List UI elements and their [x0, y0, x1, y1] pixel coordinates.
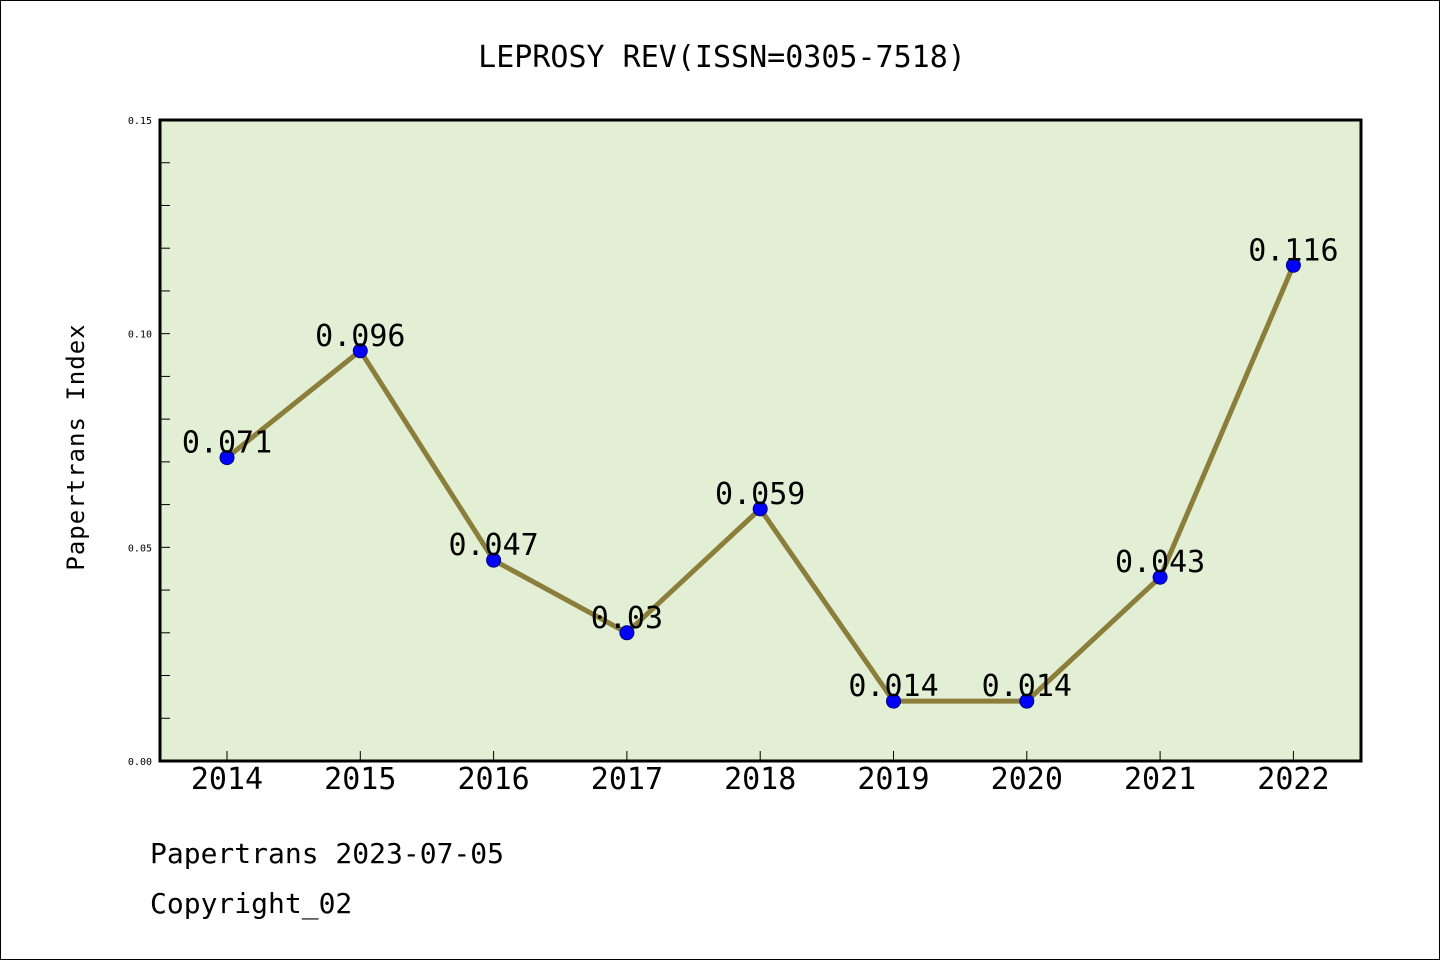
- y-tick-label: 0.10: [128, 330, 152, 341]
- data-label: 0.014: [848, 669, 938, 704]
- x-tick-label: 2014: [191, 762, 263, 797]
- data-point: [1152, 569, 1168, 585]
- x-tick-label: 2022: [1257, 762, 1329, 797]
- data-point: [486, 552, 502, 568]
- footer-date: Papertrans 2023-07-05: [150, 837, 504, 870]
- data-point: [1285, 257, 1301, 273]
- x-tick-label: 2020: [991, 762, 1063, 797]
- x-tick-label: 2018: [724, 762, 796, 797]
- footer-copyright: Copyright_02: [150, 887, 352, 921]
- data-label: 0.096: [315, 319, 405, 354]
- plot-area: [158, 118, 1363, 763]
- data-point: [619, 625, 635, 641]
- data-label: 0.116: [1248, 233, 1338, 268]
- data-label: 0.047: [448, 528, 538, 563]
- data-label: 0.03: [591, 601, 663, 636]
- data-labels: 0.071 0.096 0.047 0.03 0.059 0.014 0.014 0.043 0…: [182, 233, 1339, 704]
- x-tick-label: 2019: [857, 762, 929, 797]
- data-label: 0.043: [1115, 545, 1205, 580]
- data-point: [1019, 693, 1035, 709]
- data-label: 0.014: [982, 669, 1072, 704]
- x-tick-label: 2015: [324, 762, 396, 797]
- data-point: [886, 693, 901, 709]
- x-tick-label: 2021: [1124, 762, 1196, 797]
- y-tick-label: 0.00: [128, 757, 152, 768]
- data-points: [219, 257, 1301, 709]
- data-point: [352, 343, 368, 359]
- y-tick-label: 0.05: [128, 543, 152, 554]
- x-axis: 2014 2015 2016 2017 2018 2019 2020 2021 2022: [191, 751, 1330, 797]
- x-tick-label: 2017: [591, 762, 663, 797]
- y-axis: 0.00 0.05 0.10 0.15: [128, 116, 170, 768]
- y-axis-label: Papertrans Index: [62, 323, 90, 570]
- data-point: [219, 450, 235, 466]
- y-tick-label: 0.15: [128, 116, 152, 127]
- data-point: [752, 501, 768, 517]
- x-tick-label: 2016: [457, 762, 529, 797]
- data-label: 0.071: [182, 426, 272, 461]
- chart-title: LEPROSY REV(ISSN=0305-7518): [478, 40, 966, 75]
- data-label: 0.059: [715, 477, 805, 512]
